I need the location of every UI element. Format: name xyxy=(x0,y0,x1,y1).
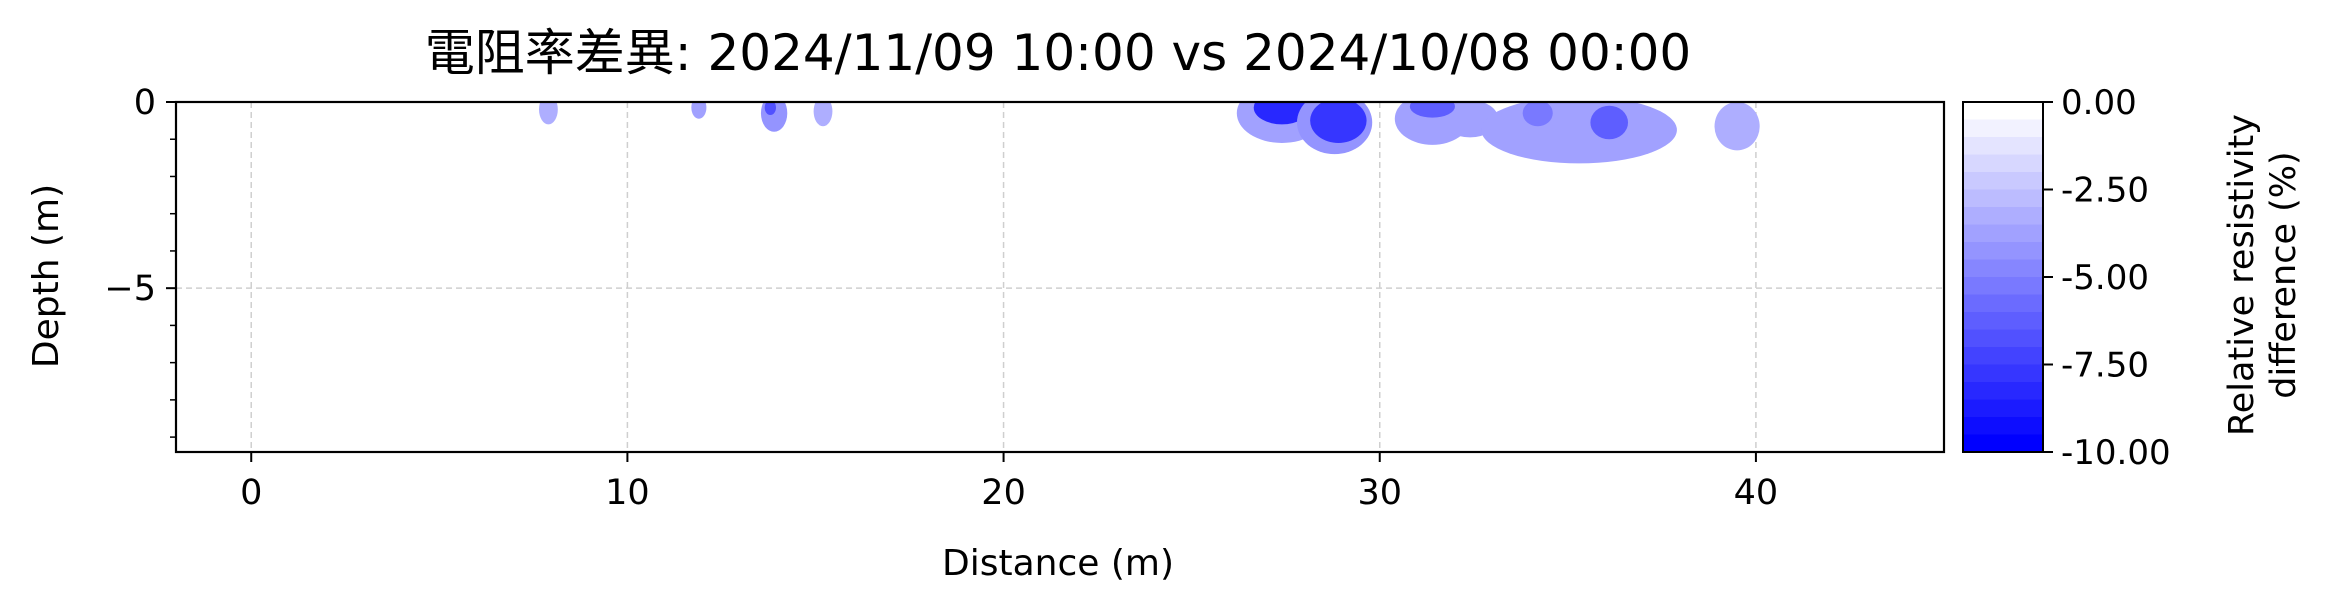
colorbar-band xyxy=(1963,294,2043,313)
contour-anomaly xyxy=(1590,105,1629,140)
colorbar-band xyxy=(1963,329,2043,348)
contour-anomaly xyxy=(764,102,776,116)
colorbar-label-line2: difference (%) xyxy=(2264,151,2304,398)
contour-anomaly xyxy=(813,102,833,127)
x-tick-label: 0 xyxy=(240,473,262,513)
colorbar-band xyxy=(1963,207,2043,226)
y-tick-label: −5 xyxy=(104,269,156,309)
contour-fill xyxy=(539,102,1760,164)
colorbar-tick-label: -10.00 xyxy=(2061,433,2171,473)
x-tick-label: 40 xyxy=(1734,473,1779,513)
colorbar-band xyxy=(1963,277,2043,296)
colorbar-band xyxy=(1963,154,2043,173)
colorbar-band xyxy=(1963,259,2043,278)
contour-anomaly xyxy=(1714,102,1760,151)
chart-title: 電阻率差異: 2024/11/09 10:00 vs 2024/10/08 00… xyxy=(425,24,1692,82)
grid xyxy=(176,101,1944,452)
contour-anomaly xyxy=(1481,102,1677,164)
colorbar-band xyxy=(1963,312,2043,331)
colorbar-band xyxy=(1963,434,2043,453)
x-axis-label: Distance (m) xyxy=(942,543,1174,584)
colorbar-band xyxy=(1963,172,2043,191)
colorbar-label-line1: Relative resistivity xyxy=(2222,114,2262,436)
colorbar-band xyxy=(1963,347,2043,366)
contour-anomaly xyxy=(1409,102,1455,118)
x-tick-label: 10 xyxy=(605,473,650,513)
contour-anomaly xyxy=(1522,102,1553,127)
colorbar-tick-label: -2.50 xyxy=(2061,171,2149,211)
colorbar-tick-label: -5.00 xyxy=(2061,258,2149,298)
colorbar-band xyxy=(1963,399,2043,418)
colorbar-band xyxy=(1963,417,2043,436)
axes: 0 10 20 30 40 0 −5 xyxy=(104,83,1778,513)
colorbar-tick-label: 0.00 xyxy=(2061,83,2137,123)
colorbar: 0.00 -2.50 -5.00 -7.50 -10.00 xyxy=(1962,83,2171,473)
contour-anomaly xyxy=(1253,102,1311,125)
colorbar-band xyxy=(1963,364,2043,383)
x-tick-label: 20 xyxy=(981,473,1026,513)
colorbar-tick-label: -7.50 xyxy=(2061,346,2149,386)
plot-frame xyxy=(174,100,1946,454)
y-axis-label: Depth (m) xyxy=(26,184,67,368)
colorbar-band xyxy=(1963,119,2043,138)
x-tick-label: 30 xyxy=(1357,473,1402,513)
y-tick-label: 0 xyxy=(134,83,156,123)
colorbar-band xyxy=(1963,102,2043,121)
colorbar-band xyxy=(1963,382,2043,401)
contour-anomaly xyxy=(539,102,558,125)
colorbar-band xyxy=(1963,224,2043,243)
colorbar-band xyxy=(1963,137,2043,156)
contour-anomaly xyxy=(1310,102,1367,143)
colorbar-band xyxy=(1963,242,2043,261)
contour-anomaly xyxy=(760,102,788,132)
colorbar-band xyxy=(1963,189,2043,208)
contour-anomaly xyxy=(691,102,707,119)
